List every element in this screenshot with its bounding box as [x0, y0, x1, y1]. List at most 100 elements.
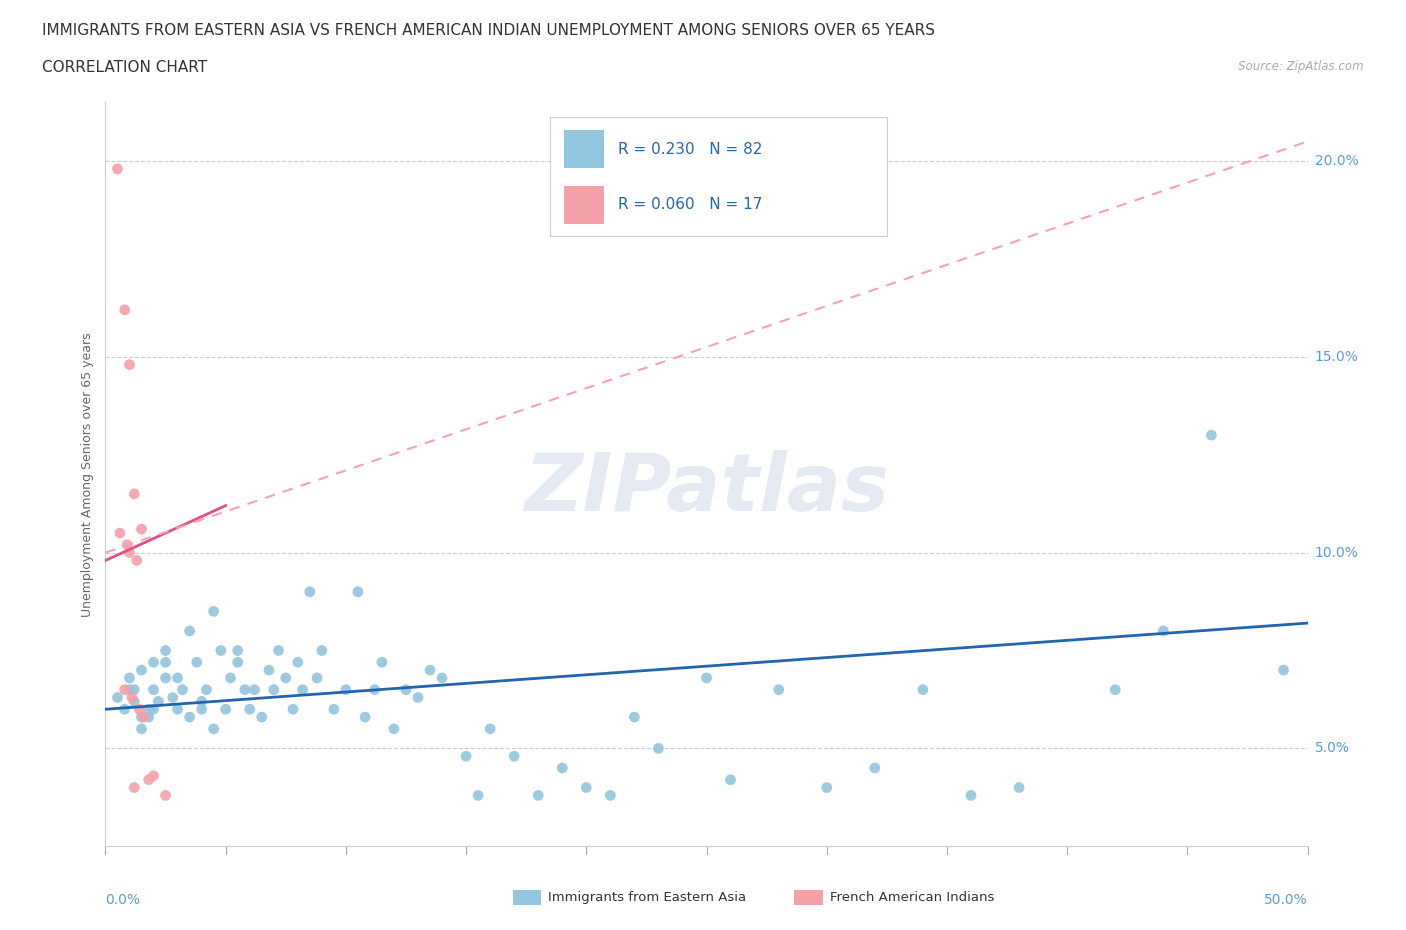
Text: IMMIGRANTS FROM EASTERN ASIA VS FRENCH AMERICAN INDIAN UNEMPLOYMENT AMONG SENIOR: IMMIGRANTS FROM EASTERN ASIA VS FRENCH A… [42, 23, 935, 38]
Point [322, 702, 344, 717]
Point [132, 710, 155, 724]
Point [131, 522, 153, 537]
Point [239, 702, 262, 717]
Point [124, 694, 146, 709]
Point [551, 761, 574, 776]
Point [263, 683, 285, 698]
Text: 15.0%: 15.0% [1315, 350, 1358, 364]
Point [118, 357, 141, 372]
Text: 5.0%: 5.0% [1315, 741, 1350, 755]
Point [406, 690, 429, 705]
Point [114, 683, 136, 698]
Text: French American Indians: French American Indians [830, 891, 994, 904]
Point [371, 655, 394, 670]
Point [267, 643, 290, 658]
Point [142, 655, 165, 670]
Point [311, 643, 333, 658]
Point [430, 671, 453, 685]
Point [1104, 683, 1126, 698]
Point [118, 545, 141, 560]
Text: Immigrants from Eastern Asia: Immigrants from Eastern Asia [548, 891, 747, 904]
Point [243, 683, 266, 698]
Point [226, 643, 249, 658]
Point [202, 604, 225, 618]
Point [107, 162, 129, 177]
Point [142, 683, 165, 698]
Text: 0.0%: 0.0% [105, 894, 141, 908]
Point [364, 683, 387, 698]
Point [219, 671, 242, 685]
Point [131, 663, 153, 678]
Point [155, 788, 177, 803]
Point [162, 690, 184, 705]
Y-axis label: Unemployment Among Seniors over 65 years: Unemployment Among Seniors over 65 years [82, 332, 94, 617]
Point [623, 710, 645, 724]
Point [186, 655, 208, 670]
Point [138, 772, 160, 787]
Point [155, 655, 177, 670]
Point [503, 749, 526, 764]
Point [118, 683, 141, 698]
Point [419, 663, 441, 678]
Point [479, 722, 502, 737]
Text: 20.0%: 20.0% [1315, 154, 1358, 168]
Point [233, 683, 256, 698]
Point [1272, 663, 1295, 678]
Point [467, 788, 489, 803]
Point [209, 643, 232, 658]
Point [863, 761, 886, 776]
Point [960, 788, 983, 803]
Point [115, 538, 138, 552]
Point [195, 683, 218, 698]
Point [250, 710, 273, 724]
Point [354, 710, 377, 724]
Point [121, 690, 143, 705]
Point [335, 683, 357, 698]
Point [815, 780, 838, 795]
Point [131, 710, 153, 724]
Point [287, 655, 309, 670]
Point [527, 788, 550, 803]
Point [454, 749, 477, 764]
Point [155, 671, 177, 685]
Point [138, 702, 160, 717]
Point [696, 671, 718, 685]
Point [911, 683, 934, 698]
Text: 10.0%: 10.0% [1315, 546, 1358, 560]
Point [108, 525, 131, 540]
Point [131, 722, 153, 737]
Point [1152, 623, 1174, 638]
Point [118, 671, 141, 685]
Point [172, 683, 194, 698]
Point [575, 780, 598, 795]
Point [128, 702, 150, 717]
Point [148, 694, 170, 709]
Point [1008, 780, 1031, 795]
Point [114, 302, 136, 317]
Point [214, 702, 236, 717]
Point [599, 788, 621, 803]
Text: ZIPatlas: ZIPatlas [524, 450, 889, 528]
Point [395, 683, 418, 698]
Text: CORRELATION CHART: CORRELATION CHART [42, 60, 207, 75]
Point [114, 702, 136, 717]
Point [305, 671, 328, 685]
Point [298, 584, 321, 599]
Point [291, 683, 314, 698]
Point [179, 710, 201, 724]
Point [190, 694, 212, 709]
Point [142, 702, 165, 717]
Point [190, 702, 212, 717]
Point [138, 710, 160, 724]
Point [124, 780, 146, 795]
Point [274, 671, 297, 685]
Point [281, 702, 304, 717]
Point [124, 683, 146, 698]
Point [382, 722, 405, 737]
Point [107, 690, 129, 705]
Point [257, 663, 280, 678]
Point [166, 671, 188, 685]
Point [124, 486, 146, 501]
Point [226, 655, 249, 670]
Point [202, 722, 225, 737]
